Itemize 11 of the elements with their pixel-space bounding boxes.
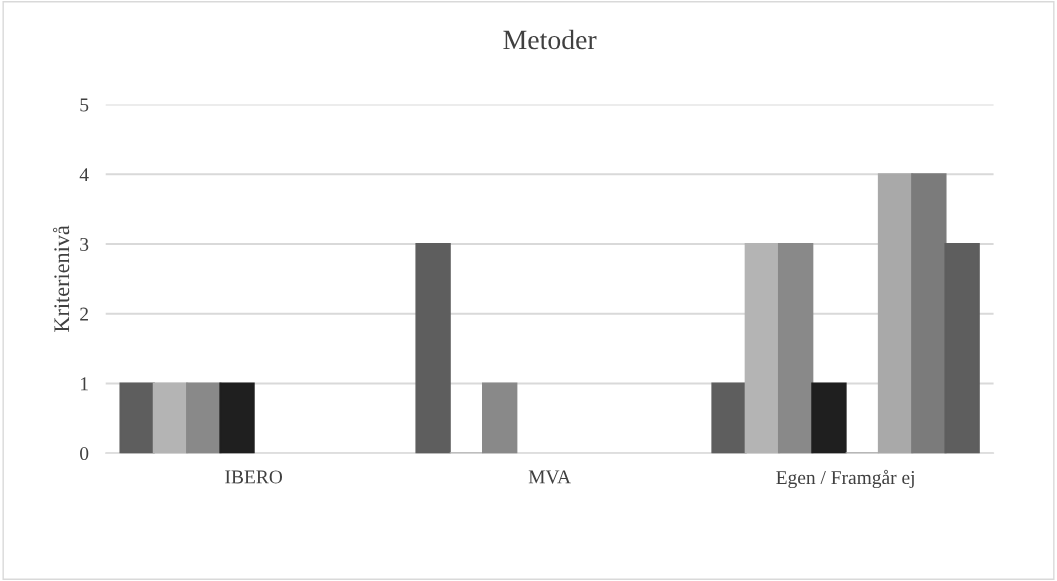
- y-tick-label: 1: [81, 377, 88, 391]
- x-tick-label: Egen / Framgår ej: [776, 469, 914, 489]
- y-tick-label: 3: [80, 237, 89, 251]
- y-axis-title: Kriterienivå: [52, 225, 70, 332]
- x-tick-label: MVA: [528, 470, 571, 484]
- x-tick-label: IBERO: [225, 470, 283, 484]
- y-tick-label: 5: [80, 98, 89, 112]
- chart-title: Metoder: [503, 29, 597, 50]
- y-tick-label: 4: [79, 168, 89, 182]
- y-tick-label: 0: [80, 447, 89, 461]
- y-tick-label: 2: [80, 307, 88, 321]
